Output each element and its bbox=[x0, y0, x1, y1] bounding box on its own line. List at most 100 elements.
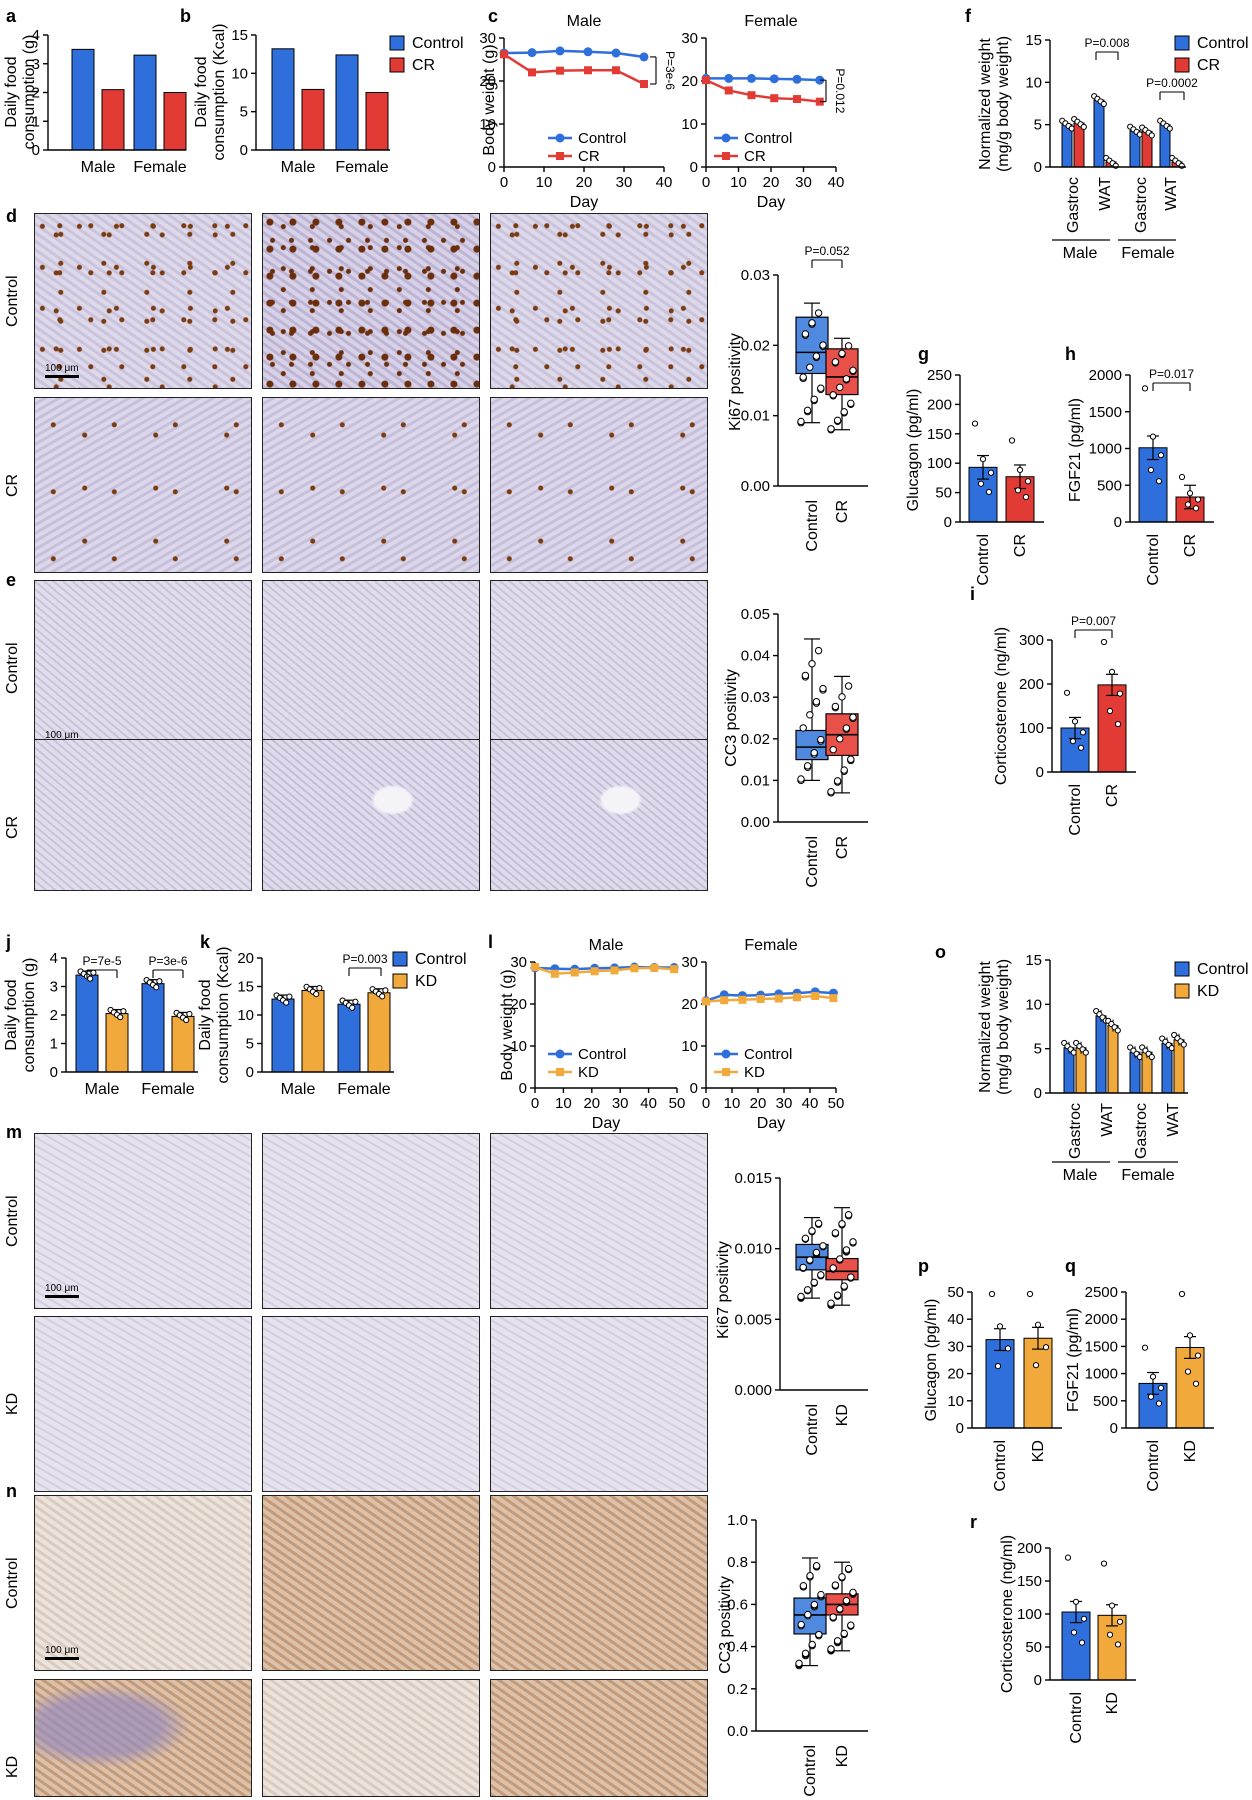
data-point bbox=[827, 787, 835, 796]
x-axis-label: Day bbox=[592, 1115, 620, 1132]
x-tick-label: Control bbox=[975, 534, 992, 586]
data-point bbox=[847, 755, 855, 763]
x-axis-label: Day bbox=[757, 194, 785, 211]
data-point bbox=[844, 342, 853, 350]
x-tick-label: KD bbox=[834, 1404, 851, 1426]
data-point bbox=[590, 967, 599, 976]
significance-label: P=0.012 bbox=[833, 68, 847, 113]
data-point bbox=[844, 1564, 853, 1573]
y-tick-label: 0.4 bbox=[727, 1639, 748, 1656]
x-tick-label: Control bbox=[1068, 1692, 1085, 1744]
legend-label: KD bbox=[744, 1064, 765, 1081]
y-tick-label: 5 bbox=[246, 1036, 254, 1053]
data-point bbox=[833, 1637, 842, 1645]
group-label: Female bbox=[1121, 245, 1174, 262]
data-point bbox=[283, 999, 290, 1006]
y-tick-label: 30 bbox=[681, 30, 698, 47]
y-tick-label: 0 bbox=[240, 142, 248, 159]
y-tick-label: 1500 bbox=[1089, 404, 1122, 421]
data-point bbox=[1192, 1380, 1200, 1387]
y-axis-label: Daily food bbox=[3, 56, 20, 127]
data-point bbox=[611, 48, 621, 58]
data-point bbox=[797, 775, 805, 783]
x-tick-label: 20 bbox=[763, 174, 780, 191]
data-point bbox=[670, 965, 679, 974]
data-point bbox=[792, 74, 802, 84]
data-point bbox=[814, 309, 823, 317]
data-point bbox=[799, 1263, 807, 1272]
y-tick-label: 1 bbox=[32, 113, 40, 130]
data-point bbox=[349, 1004, 356, 1011]
bar bbox=[301, 88, 325, 151]
y-axis-label: Daily food bbox=[193, 56, 210, 127]
y-tick-label: 1.0 bbox=[727, 1512, 748, 1529]
data-point bbox=[842, 375, 851, 383]
y-tick-label: 20 bbox=[237, 950, 254, 967]
data-point bbox=[801, 671, 810, 680]
data-point bbox=[996, 1323, 1004, 1330]
data-point bbox=[1014, 487, 1022, 494]
data-point bbox=[1116, 690, 1124, 697]
y-axis-label: (mg/g body weight) bbox=[995, 36, 1012, 172]
y-tick-label: 4 bbox=[50, 950, 58, 967]
scale-bar-label: 100 μm bbox=[45, 1283, 79, 1294]
data-point bbox=[838, 1220, 846, 1228]
data-point bbox=[829, 994, 838, 1003]
data-point bbox=[1079, 729, 1087, 736]
data-point bbox=[379, 993, 386, 1000]
y-tick-label: 1000 bbox=[1085, 1366, 1118, 1383]
data-point bbox=[831, 1581, 840, 1589]
y-tick-label: 0 bbox=[1110, 1420, 1118, 1437]
series-line bbox=[705, 79, 820, 103]
panel-letter-r: r bbox=[970, 1512, 977, 1532]
panel-letter-l: l bbox=[488, 932, 493, 952]
data-point bbox=[808, 660, 816, 668]
y-axis-d: 0.00 0.01 0.02 0.03 bbox=[741, 267, 779, 495]
data-point bbox=[1108, 668, 1116, 675]
data-point bbox=[838, 693, 846, 701]
x-tick-label: 10 bbox=[536, 174, 553, 191]
y-tick-label: 100 bbox=[1017, 1606, 1042, 1623]
data-point bbox=[1141, 1344, 1149, 1351]
y-tick-label: 30 bbox=[510, 954, 527, 971]
y-axis-k: 0 5 10 15 20 bbox=[237, 950, 263, 1081]
y-tick-label: 30 bbox=[479, 30, 496, 47]
data-point bbox=[747, 91, 756, 100]
y-tick-label: 2 bbox=[32, 85, 40, 102]
y-axis-label: Corticosterone (ng/ml) bbox=[993, 627, 1010, 785]
data-point bbox=[806, 711, 814, 719]
x-tick-label: CR bbox=[1104, 784, 1121, 807]
data-point bbox=[831, 358, 840, 366]
legend-label: CR bbox=[578, 148, 600, 165]
legend-marker bbox=[555, 1049, 565, 1059]
data-point bbox=[1192, 505, 1200, 512]
data-point bbox=[836, 735, 844, 743]
bar bbox=[163, 92, 187, 151]
y-axis-label: FGF21 (pg/ml) bbox=[1067, 398, 1084, 502]
data-point bbox=[1100, 1560, 1108, 1567]
micrograph-image bbox=[34, 397, 252, 573]
data-point bbox=[985, 488, 993, 496]
y-tick-label: 1500 bbox=[1085, 1338, 1118, 1355]
data-point bbox=[1024, 478, 1032, 485]
scale-bar-line bbox=[45, 375, 79, 378]
data-point bbox=[799, 373, 807, 381]
data-point bbox=[849, 713, 857, 721]
panel-letter-h: h bbox=[1065, 344, 1076, 364]
data-point bbox=[829, 1264, 837, 1272]
data-point bbox=[810, 748, 818, 757]
x-tick-label: 20 bbox=[583, 1095, 600, 1112]
x-tick-label: 40 bbox=[828, 174, 845, 191]
data-point bbox=[801, 1234, 810, 1243]
data-point bbox=[1100, 100, 1107, 108]
data-point bbox=[838, 349, 846, 358]
bar bbox=[105, 1013, 129, 1073]
data-point bbox=[831, 702, 840, 711]
bar bbox=[1097, 684, 1127, 773]
data-point bbox=[829, 1613, 837, 1621]
x-tick-label: CR bbox=[834, 836, 851, 859]
scale-bar-line bbox=[45, 1295, 79, 1298]
x-tick-label: Gastroc bbox=[1133, 1103, 1150, 1159]
y-tick-label: 20 bbox=[479, 73, 496, 90]
data-point bbox=[87, 975, 94, 982]
